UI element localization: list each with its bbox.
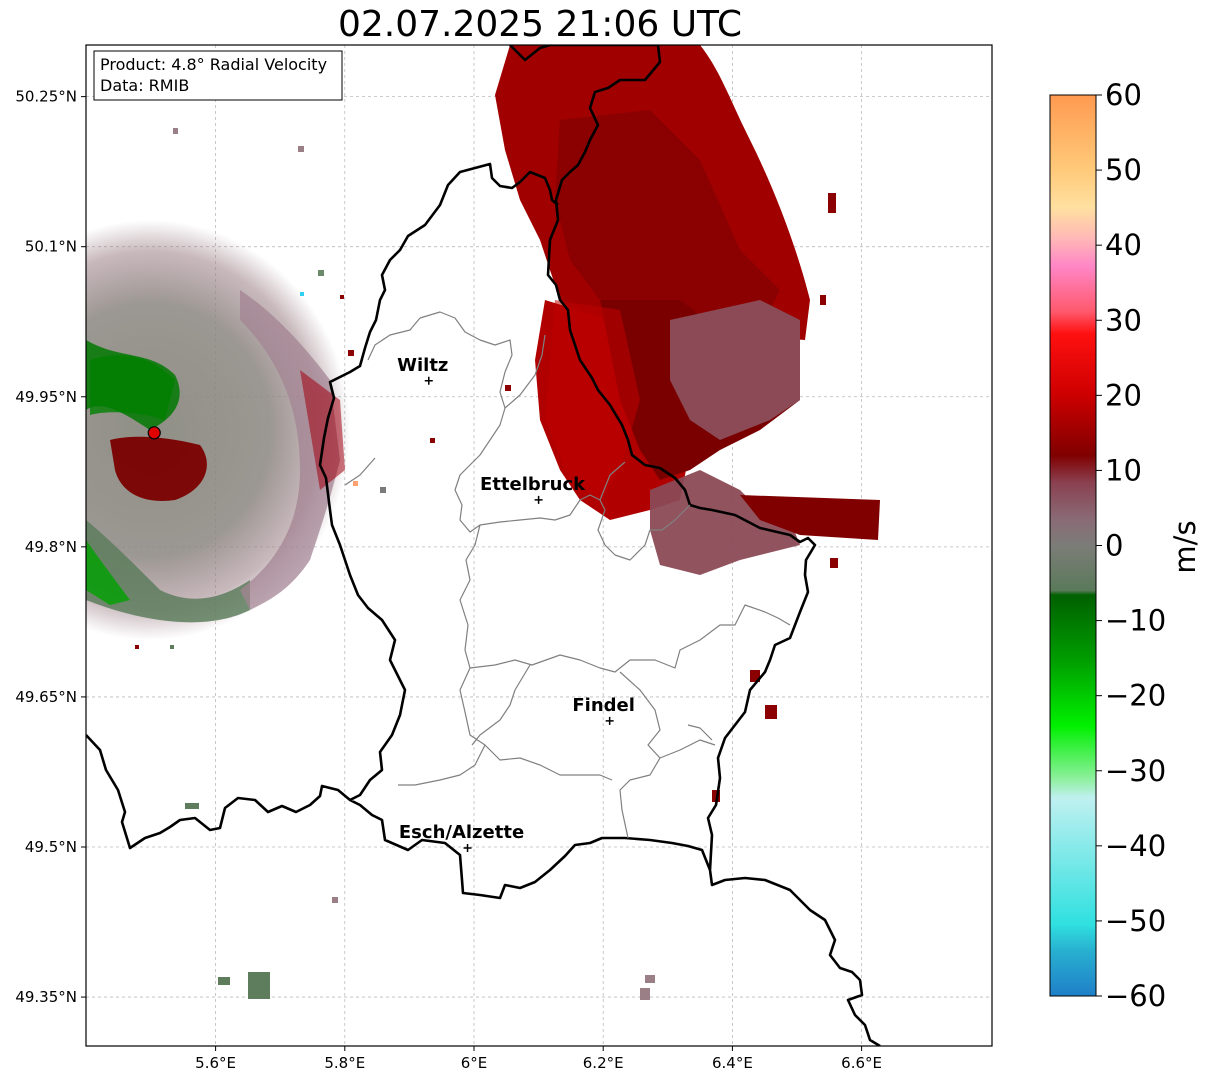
colorbar-tick-label: 20 (1105, 378, 1142, 412)
city-marker-icon (534, 495, 543, 504)
city-esch-alzette: Esch/Alzette (399, 822, 524, 852)
radar-echo-east (495, 45, 880, 802)
colorbar-tick-label: 10 (1105, 453, 1142, 487)
colorbar-tick-label: −20 (1105, 679, 1166, 713)
city-marker-icon (424, 376, 433, 385)
colorbar-ticks: 60 50 40 30 20 10 0 −10 −20 −30 −40 −50 −60 (1096, 78, 1166, 1013)
radar-site-marker (147, 426, 161, 440)
city-ettelbruck: Ettelbruck (480, 474, 586, 504)
radar-echo-scatter (135, 128, 838, 1000)
x-tick-label: 6.6°E (841, 1054, 882, 1072)
y-tick-label: 49.35°N (15, 988, 77, 1006)
y-axis-ticks: 50.25°N 50.1°N 49.95°N 49.8°N 49.65°N 49.5°N 4… (15, 88, 86, 1006)
y-tick-label: 50.25°N (15, 88, 77, 106)
y-tick-label: 49.8°N (25, 538, 77, 556)
city-markers: Wiltz Ettelbruck Findel Esch/Alzette (397, 355, 635, 852)
y-tick-label: 49.95°N (15, 388, 77, 406)
colorbar-tick-label: 50 (1105, 153, 1142, 187)
y-tick-label: 49.5°N (25, 838, 77, 856)
info-product: Product: 4.8° Radial Velocity (100, 55, 327, 74)
colorbar-tick-label: −60 (1105, 979, 1166, 1013)
colorbar-tick-label: 40 (1105, 228, 1142, 262)
colorbar-tick-label: −40 (1105, 829, 1166, 863)
city-marker-icon (463, 844, 472, 852)
city-label: Wiltz (397, 355, 448, 376)
x-tick-label: 5.6°E (195, 1054, 236, 1072)
colorbar: 60 50 40 30 20 10 0 −10 −20 −30 −40 −50 −60 m/s (1049, 78, 1202, 1013)
y-tick-label: 49.65°N (15, 688, 77, 706)
country-border (86, 45, 881, 1046)
city-label: Esch/Alzette (399, 822, 524, 843)
info-box: Product: 4.8° Radial Velocity Data: RMIB (93, 50, 343, 101)
city-marker-icon (605, 716, 614, 725)
colorbar-tick-label: 60 (1105, 78, 1142, 112)
colorbar-tick-label: −30 (1105, 754, 1166, 788)
colorbar-unit-label: m/s (1168, 520, 1202, 573)
radar-echo-west (86, 220, 350, 640)
x-tick-label: 6.2°E (583, 1054, 624, 1072)
colorbar-tick-label: 0 (1105, 529, 1123, 563)
y-tick-label: 50.1°N (25, 238, 77, 256)
x-tick-label: 5.8°E (324, 1054, 365, 1072)
city-findel: Findel (572, 695, 635, 725)
city-label: Ettelbruck (480, 474, 586, 495)
x-axis-ticks: 5.6°E 5.8°E 6°E 6.2°E 6.4°E 6.6°E (195, 1046, 882, 1072)
colorbar-scale (1049, 94, 1097, 997)
colorbar-tick-label: 30 (1105, 303, 1142, 337)
x-tick-label: 6°E (461, 1054, 488, 1072)
colorbar-tick-label: −10 (1105, 604, 1166, 638)
x-tick-label: 6.4°E (712, 1054, 753, 1072)
colorbar-tick-label: −50 (1105, 904, 1166, 938)
city-wiltz: Wiltz (397, 355, 448, 385)
map-title: 02.07.2025 21:06 UTC (337, 4, 743, 45)
map-frame (85, 44, 993, 1047)
city-label: Findel (572, 695, 635, 716)
canton-boundaries (344, 311, 791, 839)
info-data: Data: RMIB (100, 76, 189, 95)
